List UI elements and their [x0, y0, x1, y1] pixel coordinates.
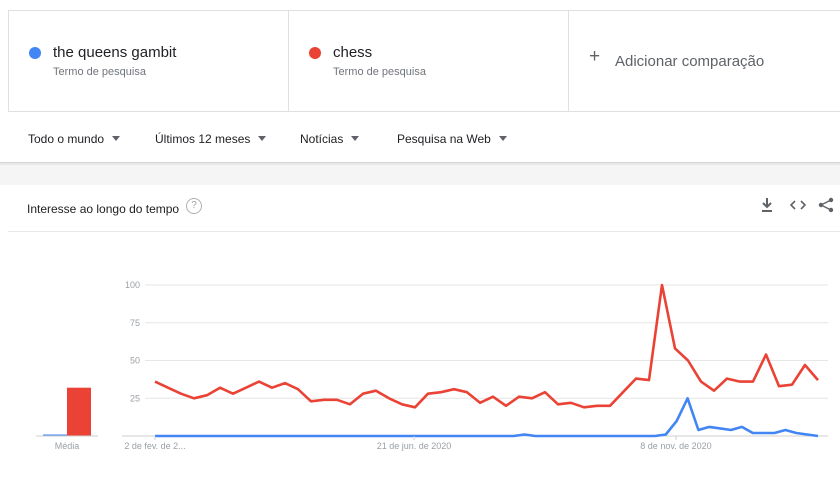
- category-filter-label: Notícias: [300, 132, 344, 146]
- series-dot-blue: [29, 47, 41, 59]
- chevron-down-icon: [351, 136, 360, 141]
- period-filter-label: Últimos 12 meses: [155, 132, 251, 146]
- series-line-the-queens-gambit: [155, 396, 819, 438]
- card-header: Interesse ao longo do tempo ?: [8, 185, 840, 232]
- term-type: Termo de pesquisa: [333, 66, 426, 78]
- filters-bar: Todo o mundo Últimos 12 meses Notícias P…: [0, 128, 840, 152]
- x-tick-label: 21 de jun. de 2020: [377, 441, 452, 451]
- term-name: chess: [333, 44, 373, 61]
- chevron-down-icon: [258, 136, 267, 141]
- plus-icon: +: [589, 46, 601, 67]
- average-label: Média: [55, 441, 80, 451]
- download-icon[interactable]: [760, 197, 774, 217]
- series-line-chess: [154, 283, 819, 409]
- card-title: Interesse ao longo do tempo: [27, 202, 180, 216]
- term-type: Termo de pesquisa: [53, 66, 146, 78]
- period-filter[interactable]: Últimos 12 meses: [155, 132, 267, 146]
- region-filter[interactable]: Todo o mundo: [28, 132, 121, 146]
- interest-over-time-card: Interesse ao longo do tempo ?: [8, 185, 840, 503]
- x-tick-label: 2 de fev. de 2...: [124, 441, 185, 451]
- average-bar: [43, 434, 67, 436]
- divider: [0, 162, 840, 166]
- term-card-2[interactable]: chess Termo de pesquisa: [289, 11, 569, 111]
- y-tick-label: 100: [125, 280, 140, 290]
- y-tick-label: 75: [130, 318, 140, 328]
- series-dot-red: [309, 47, 321, 59]
- add-comparison-button[interactable]: + Adicionar comparação: [569, 11, 840, 111]
- add-comparison-label: Adicionar comparação: [615, 53, 765, 70]
- section-gap: [0, 165, 840, 185]
- term-name: the queens gambit: [53, 44, 177, 61]
- x-tick-label: 8 de nov. de 2020: [640, 441, 711, 451]
- term-card-1[interactable]: the queens gambit Termo de pesquisa: [9, 11, 289, 111]
- compare-terms-bar: the queens gambit Termo de pesquisa ches…: [8, 10, 840, 112]
- category-filter[interactable]: Notícias: [300, 132, 360, 146]
- embed-icon[interactable]: [789, 197, 807, 217]
- chevron-down-icon: [112, 136, 121, 141]
- search-type-filter-label: Pesquisa na Web: [397, 132, 491, 146]
- region-filter-label: Todo o mundo: [28, 132, 105, 146]
- average-bar: [67, 387, 91, 436]
- y-tick-label: 50: [130, 356, 140, 366]
- help-icon[interactable]: ?: [186, 198, 202, 214]
- share-icon[interactable]: [818, 197, 834, 217]
- chevron-down-icon: [498, 136, 507, 141]
- search-type-filter[interactable]: Pesquisa na Web: [397, 132, 507, 146]
- y-tick-label: 25: [130, 393, 140, 403]
